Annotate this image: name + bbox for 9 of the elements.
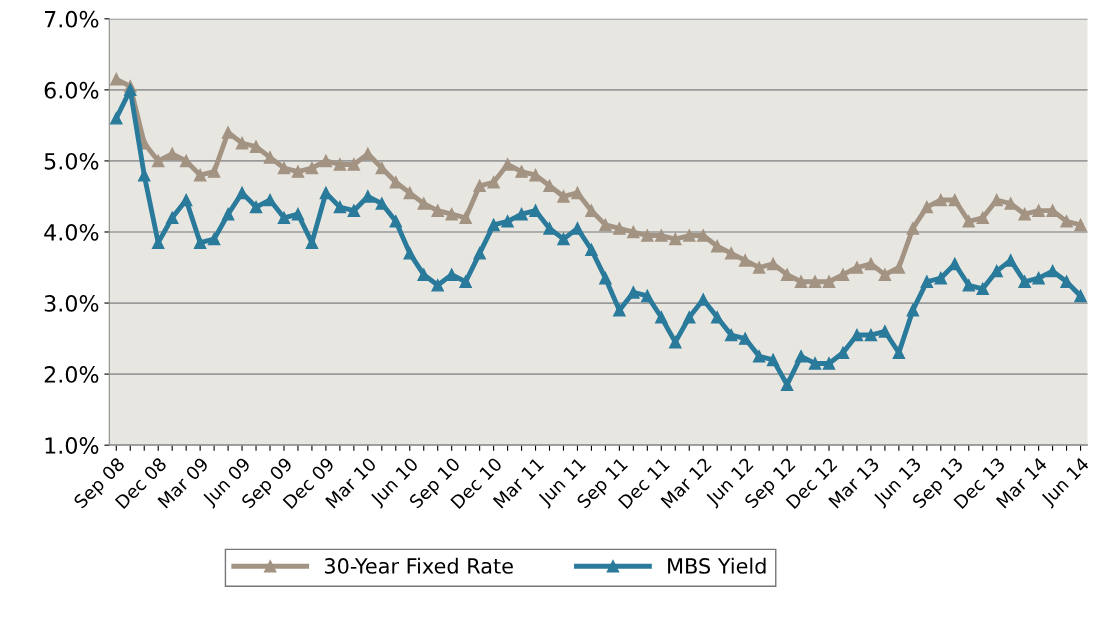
y-tick-label: 1.0%: [45, 437, 99, 454]
y-tick-label: 6.0%: [44, 81, 99, 99]
legend-label: MBS Yield: [668, 557, 766, 574]
y-tick-label: 5.0%: [44, 152, 99, 170]
y-tick-label: 2.0%: [44, 366, 99, 383]
y-tick-label: 4.0%: [44, 223, 99, 241]
legend-label: 30-Year Fixed Rate: [324, 557, 513, 574]
y-tick-label: 7.0%: [44, 10, 99, 28]
y-tick-label: 3.0%: [44, 295, 99, 312]
